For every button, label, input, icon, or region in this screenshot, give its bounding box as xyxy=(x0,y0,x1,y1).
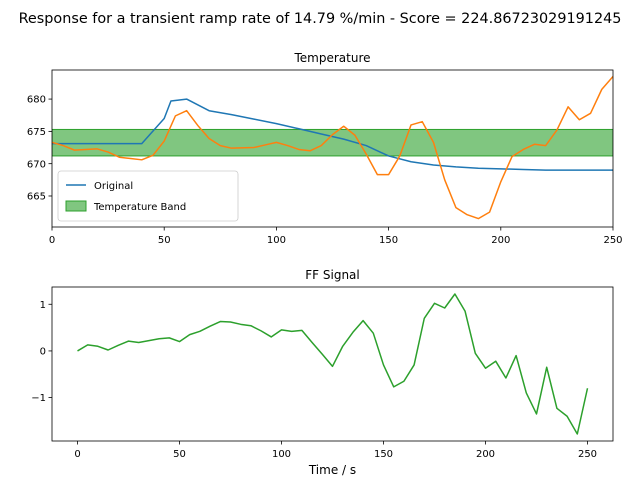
legend: Original Temperature Band xyxy=(57,170,239,222)
x-tick-label: 200 xyxy=(491,235,510,246)
legend-swatch xyxy=(65,200,87,212)
series-line-0 xyxy=(52,98,613,171)
y-tick-label: 680 xyxy=(27,95,46,106)
x-tick-label: 50 xyxy=(158,235,171,246)
y-tick-label: 670 xyxy=(27,159,46,170)
y-tick-label: 665 xyxy=(27,192,46,203)
y-tick-label: −1 xyxy=(31,393,46,404)
legend-label: Temperature Band xyxy=(93,202,186,213)
x-tick-label: 100 xyxy=(267,235,286,246)
x-tick-label: 150 xyxy=(374,449,393,460)
x-tick-label: 0 xyxy=(49,235,55,246)
x-tick-label: 250 xyxy=(578,449,597,460)
ff-signal-chart: FF Signal 0 50 100 150 200 250 −1 0 1 Time / s xyxy=(31,268,614,477)
chart-title: Temperature xyxy=(293,51,370,65)
series-line-0 xyxy=(77,293,589,435)
figure-suptitle: Response for a transient ramp rate of 14… xyxy=(19,11,622,27)
legend-box xyxy=(57,170,239,222)
legend-label: Original xyxy=(94,181,133,192)
chart-title: FF Signal xyxy=(305,268,359,282)
x-axis-label: Time / s xyxy=(308,463,356,477)
series-line-1 xyxy=(52,75,613,220)
x-tick-label: 150 xyxy=(379,235,398,246)
y-tick-label: 0 xyxy=(40,347,46,358)
x-tick-label: 100 xyxy=(272,449,291,460)
axes-frame xyxy=(51,286,614,442)
x-tick-label: 250 xyxy=(603,235,622,246)
temperature-chart: Temperature 0 50 100 150 200 250 665 670 675 680 Or… xyxy=(27,51,623,246)
y-tick-label: 675 xyxy=(27,127,46,138)
x-tick-label: 0 xyxy=(74,449,80,460)
temperature-band xyxy=(52,128,613,157)
x-tick-label: 50 xyxy=(173,449,186,460)
x-tick-label: 200 xyxy=(476,449,495,460)
axes-frame xyxy=(51,69,614,228)
y-tick-label: 1 xyxy=(40,300,46,311)
